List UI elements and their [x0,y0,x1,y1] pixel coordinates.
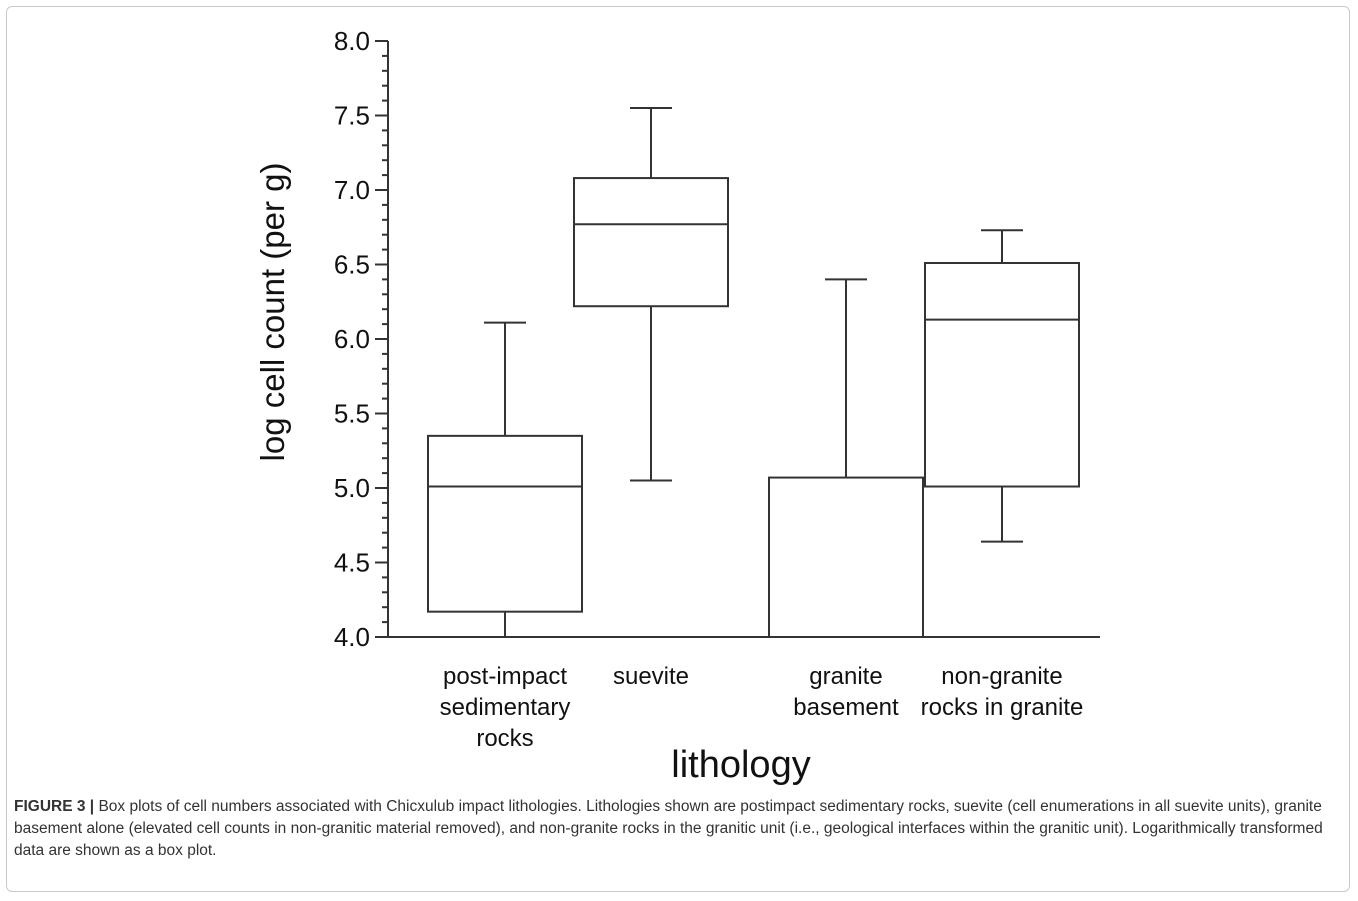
y-tick-label: 5.0 [334,473,370,503]
caption-text: Box plots of cell numbers associated wit… [14,798,1323,859]
box-iqr [768,476,924,638]
x-category-label: rocks [476,725,533,752]
box-plot-chart: 4.0 4.5 5.0 5.5 6.0 6.5 7.0 7.5 8.0 post-impact se… [254,26,1100,786]
y-tick-label: 6.0 [334,324,370,354]
y-tick-label: 5.5 [334,399,370,429]
x-axis-title: lithology [671,744,810,786]
y-axis-title: log cell count (per g) [254,163,291,462]
y-tick-label: 4.5 [334,548,370,578]
x-category-label: post-impact [443,663,567,690]
x-category-label: sedimentary [440,694,571,721]
x-category-label: granite [809,663,882,690]
y-tick-label: 8.0 [334,26,370,56]
box-iqr [924,262,1080,488]
y-tick-label: 6.5 [334,250,370,280]
x-category-label: rocks in granite [921,694,1084,721]
box-iqr [427,434,583,613]
caption-label: FIGURE 3 | [14,798,95,815]
x-category-label: suevite [613,663,689,690]
y-tick-label: 7.5 [334,101,370,131]
y-tick-label: 7.0 [334,175,370,205]
figure-frame [6,6,1350,892]
figure-caption: FIGURE 3 | Box plots of cell numbers ass… [14,796,1344,862]
x-category-label: basement [793,694,899,721]
box-iqr [573,177,729,308]
y-tick-label: 4.0 [334,622,370,652]
x-category-label: non-granite [941,663,1062,690]
